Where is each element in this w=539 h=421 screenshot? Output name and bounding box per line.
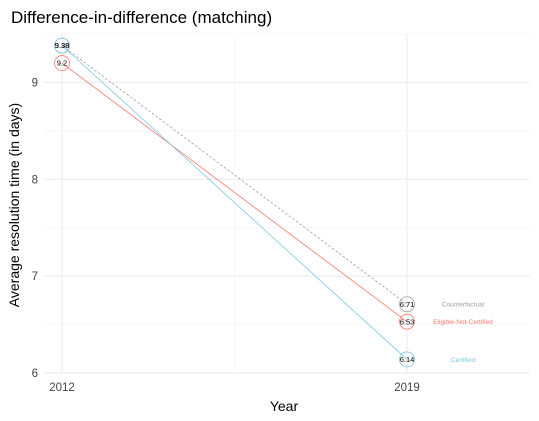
x-tick-label: 2019 bbox=[394, 382, 420, 394]
data-point bbox=[399, 351, 415, 368]
data-point bbox=[54, 55, 70, 71]
series-line bbox=[61, 62, 408, 322]
y-tick-label: 9 bbox=[32, 77, 38, 89]
chart-title: Difference-in-difference (matching) bbox=[11, 8, 272, 27]
y-tick-label: 7 bbox=[32, 271, 38, 283]
y-tick-label: 6 bbox=[32, 368, 38, 380]
data-label: 6.53 bbox=[400, 317, 415, 326]
data-label: 9.2 bbox=[57, 59, 67, 68]
data-label: 9.38 bbox=[55, 41, 70, 50]
series-line bbox=[61, 45, 408, 360]
y-tick-label: 8 bbox=[32, 174, 38, 186]
axes: 6 7 8 9 2012 2019 bbox=[32, 77, 420, 394]
series-lines bbox=[61, 45, 408, 360]
data-label: 9.38 bbox=[55, 41, 70, 50]
grid bbox=[44, 33, 530, 374]
data-point bbox=[399, 313, 415, 330]
data-label: 6.71 bbox=[400, 300, 415, 309]
x-axis-title: Year bbox=[270, 398, 299, 414]
series-name-label: Eligible-Not-Certified bbox=[433, 319, 493, 326]
y-axis-title: Average resolution time (in days) bbox=[6, 103, 22, 307]
data-label: 6.14 bbox=[400, 355, 415, 364]
series-name-label: Certified bbox=[451, 357, 476, 364]
data-points: 9.386.719.26.539.386.14CounterfactualEli… bbox=[54, 37, 493, 368]
data-point bbox=[399, 296, 415, 313]
data-point bbox=[54, 37, 70, 54]
x-tick-label: 2012 bbox=[49, 382, 75, 394]
series-name-label: Counterfactual bbox=[442, 302, 485, 309]
